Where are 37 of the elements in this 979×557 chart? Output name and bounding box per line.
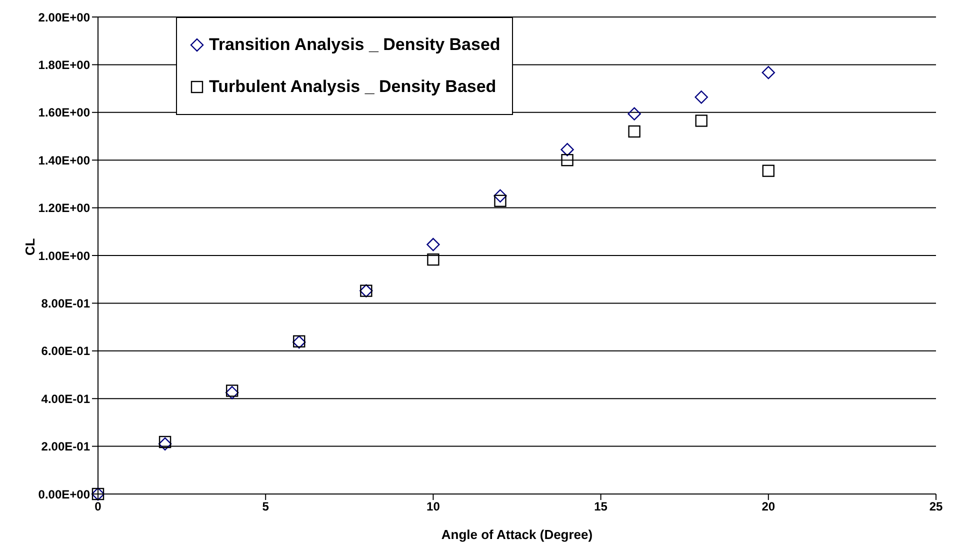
legend-label: Transition Analysis _ Density Based	[209, 35, 500, 55]
y-tick-label: 1.80E+00	[38, 58, 90, 72]
x-tick-label: 10	[426, 500, 440, 514]
point	[158, 437, 172, 451]
point	[427, 253, 440, 266]
x-tick-label: 20	[762, 500, 776, 514]
x-tick-label: 5	[262, 500, 270, 514]
y-tick-label: 2.00E+00	[38, 10, 90, 24]
y-tick-label: 1.20E+00	[38, 201, 90, 216]
y-tick-label: 0.00E+00	[38, 487, 90, 502]
y-axis-title: CL	[22, 238, 38, 256]
point	[494, 194, 506, 207]
point	[226, 384, 238, 397]
x-tick-label: 25	[929, 500, 943, 514]
point	[561, 154, 574, 166]
point	[158, 436, 172, 448]
point	[494, 189, 507, 202]
point	[560, 143, 574, 156]
point	[225, 386, 239, 400]
x-axis-title: Angle of Attack (Degree)	[441, 527, 593, 542]
y-tick-label: 6.00E-01	[41, 344, 90, 358]
x-tick-label: 0	[94, 500, 102, 514]
point	[695, 114, 708, 127]
y-tick-label: 1.60E+00	[38, 106, 90, 120]
point	[628, 125, 640, 138]
legend-label: Turbulent Analysis _ Density Based	[209, 77, 496, 97]
point	[426, 238, 440, 252]
point	[762, 164, 774, 177]
y-tick-label: 2.00E-01	[41, 440, 90, 454]
y-tick-label: 8.00E-01	[41, 296, 90, 310]
y-tick-label: 1.00E+00	[38, 248, 90, 263]
x-tick-label: 15	[594, 500, 608, 514]
y-tick-label: 4.00E-01	[41, 392, 90, 406]
point	[628, 107, 641, 120]
point	[762, 66, 775, 80]
point	[694, 90, 708, 104]
y-tick-label: 1.40E+00	[38, 153, 90, 168]
